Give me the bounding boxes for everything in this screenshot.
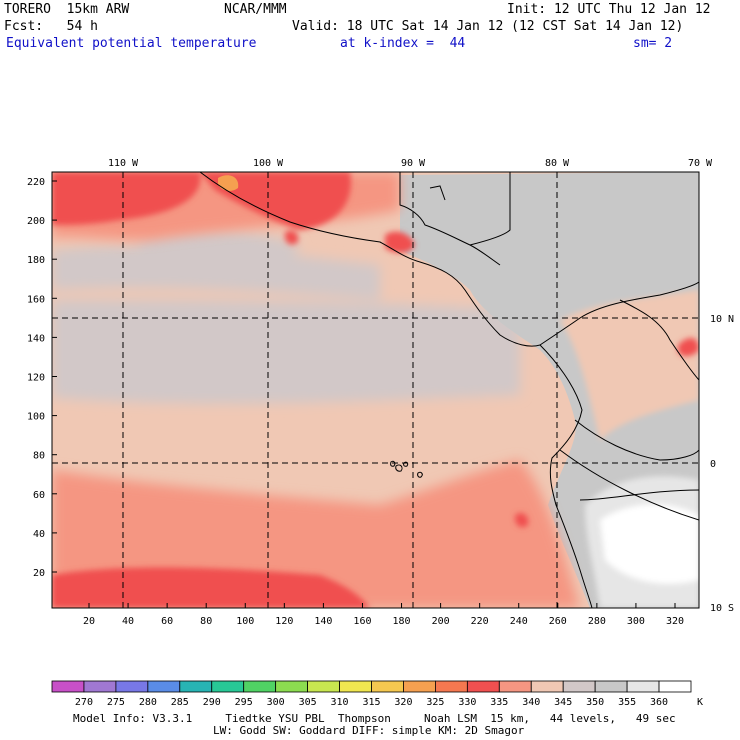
lon-label-110w: 110 W: [108, 158, 139, 169]
x-tick-label: 80: [200, 616, 212, 627]
colorbar-swatch: [51, 680, 85, 693]
model-title: TORERO 15km ARW: [4, 2, 130, 17]
colorbar-label: 340: [522, 697, 540, 708]
coastlines: [199, 172, 699, 608]
lon-label-90w: 90 W: [401, 158, 426, 169]
colorbar-label: 285: [171, 697, 189, 708]
colorbar-swatch: [243, 680, 277, 693]
center-label: NCAR/MMM: [224, 2, 287, 17]
y-tick-label: 80: [33, 451, 45, 462]
colorbar-swatch: [658, 680, 692, 693]
x-tick-label: 200: [432, 616, 450, 627]
colorbar: [51, 680, 692, 693]
y-tick-label: 60: [33, 490, 45, 501]
valid-time: Valid: 18 UTC Sat 14 Jan 12 (12 CST Sat …: [292, 19, 684, 34]
colorbar-swatch: [307, 680, 340, 693]
model-info-line1: Model Info: V3.3.1 Tiedtke YSU PBL Thomp…: [73, 712, 676, 725]
colorbar-label: 280: [139, 697, 157, 708]
init-time: Init: 12 UTC Thu 12 Jan 12: [507, 2, 711, 17]
colorbar-label: 270: [75, 697, 93, 708]
y-tick-label: 160: [27, 294, 45, 305]
colorbar-label: 345: [554, 697, 572, 708]
x-tick-label: 60: [161, 616, 173, 627]
y-tick-label: 180: [27, 255, 45, 266]
colorbar-label: 335: [490, 697, 508, 708]
lon-label-80w: 80 W: [545, 158, 570, 169]
colorbar-swatch: [594, 680, 628, 693]
y-tick-label: 100: [27, 412, 45, 423]
x-tick-label: 320: [666, 616, 684, 627]
y-tick-label: 120: [27, 373, 45, 384]
x-tick-label: 100: [236, 616, 254, 627]
colorbar-swatch: [562, 680, 596, 693]
y-tick-label: 20: [33, 568, 45, 579]
colorbar-swatch: [339, 680, 372, 693]
colorbar-swatch: [434, 680, 468, 693]
colorbar-swatch: [498, 680, 532, 693]
model-info-line2: LW: Godd SW: Goddard DIFF: simple KM: 2D…: [213, 724, 525, 737]
colorbar-swatch: [466, 680, 500, 693]
lon-label-100w: 100 W: [253, 158, 284, 169]
colorbar-swatch: [626, 680, 660, 693]
field-name: Equivalent potential temperature: [6, 36, 257, 51]
colorbar-swatch: [403, 680, 436, 693]
colorbar-label: 330: [458, 697, 476, 708]
colorbar-label: 315: [362, 697, 380, 708]
x-tick-label: 160: [353, 616, 371, 627]
colorbar-swatch: [115, 680, 149, 693]
x-tick-label: 300: [627, 616, 645, 627]
level-info: at k-index = 44: [340, 36, 466, 51]
x-tick-label: 20: [83, 616, 95, 627]
y-tick-label: 40: [33, 529, 45, 540]
colorbar-swatch: [371, 680, 404, 693]
x-tick-label: 220: [471, 616, 489, 627]
y-tick-label: 140: [27, 333, 45, 344]
colorbar-label: 320: [394, 697, 412, 708]
smoothing-info: sm= 2: [633, 36, 673, 51]
forecast-hour: Fcst: 54 h: [4, 19, 98, 34]
plot-frame: [51, 171, 700, 609]
colorbar-label: 350: [586, 697, 604, 708]
galapagos-islands: [390, 460, 423, 478]
colorbar-swatch: [83, 680, 117, 693]
latlon-grid: [52, 172, 699, 608]
x-tick-label: 260: [549, 616, 567, 627]
colorbar-label: 355: [618, 697, 636, 708]
colorbar-swatch: [147, 680, 181, 693]
x-tick-label: 240: [510, 616, 528, 627]
colorbar-swatch: [275, 680, 308, 693]
colorbar-unit: K: [697, 697, 703, 708]
colorbar-label: 360: [650, 697, 668, 708]
x-tick-label: 180: [393, 616, 411, 627]
y-tick-label: 220: [27, 177, 45, 188]
lat-label-0: 0: [710, 459, 716, 470]
colorbar-label: 325: [426, 697, 444, 708]
lon-label-70w: 70 W: [688, 158, 713, 169]
x-tick-label: 280: [588, 616, 606, 627]
lat-label-10n: 10 N: [710, 314, 734, 325]
colorbar-label: 275: [107, 697, 125, 708]
y-tick-label: 200: [27, 216, 45, 227]
theta-e-field: [52, 172, 699, 608]
x-tick-label: 40: [122, 616, 134, 627]
colorbar-label: 310: [331, 697, 349, 708]
colorbar-label: 300: [267, 697, 285, 708]
colorbar-label: 290: [203, 697, 221, 708]
colorbar-swatch: [179, 680, 213, 693]
x-tick-label: 140: [314, 616, 332, 627]
x-tick-label: 120: [275, 616, 293, 627]
lat-label-10s: 10 S: [710, 603, 734, 614]
colorbar-swatch: [211, 680, 245, 693]
colorbar-label: 305: [299, 697, 317, 708]
colorbar-label: 295: [235, 697, 253, 708]
colorbar-swatch: [530, 680, 564, 693]
